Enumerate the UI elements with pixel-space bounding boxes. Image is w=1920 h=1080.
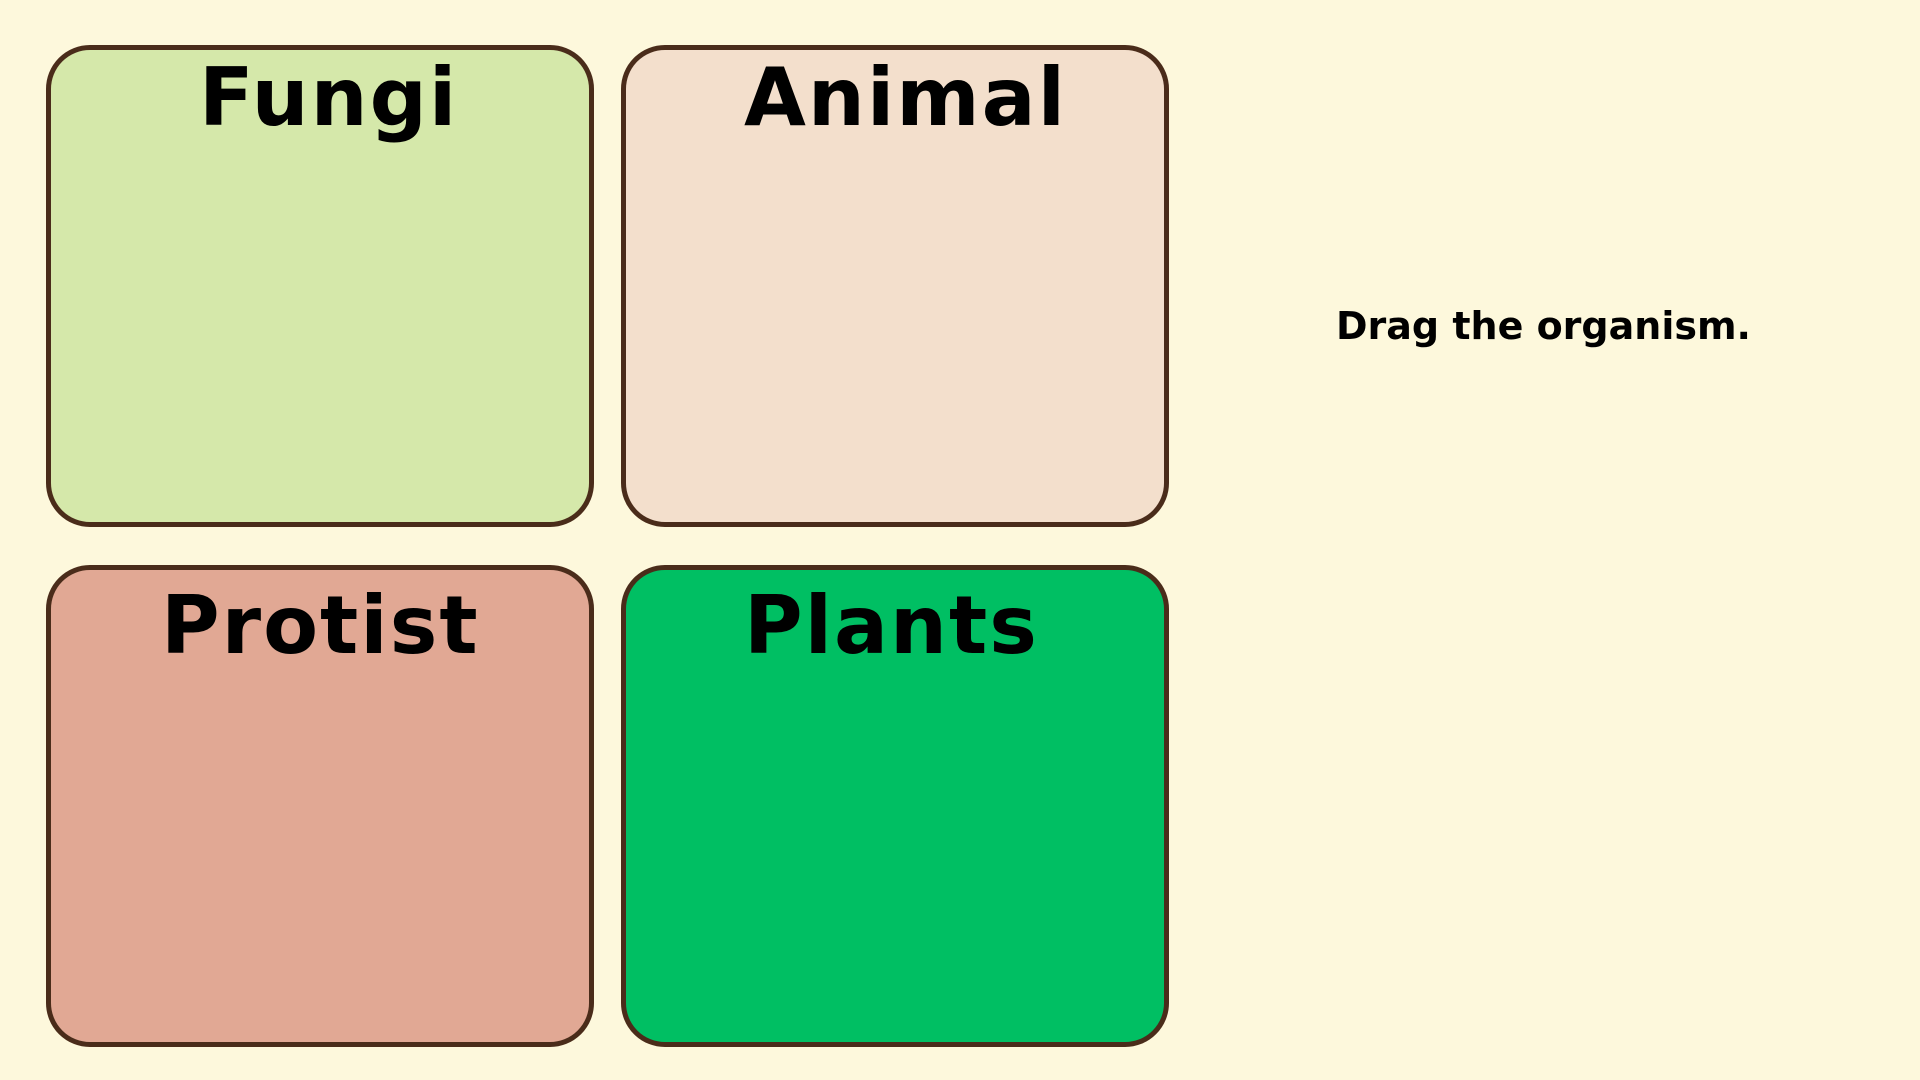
drop-zone-protist[interactable]: Protist <box>46 565 594 1047</box>
drop-zone-plants[interactable]: Plants <box>621 565 1169 1047</box>
drop-zone-label-fungi: Fungi <box>199 51 459 144</box>
instruction-text: Drag the organism. <box>1336 304 1751 348</box>
drop-zone-label-plants: Plants <box>744 579 1039 672</box>
drop-zone-label-animal: Animal <box>744 51 1068 144</box>
drop-zone-label-protist: Protist <box>161 579 480 672</box>
drop-zone-fungi[interactable]: Fungi <box>46 45 594 527</box>
drop-zone-animal[interactable]: Animal <box>621 45 1169 527</box>
